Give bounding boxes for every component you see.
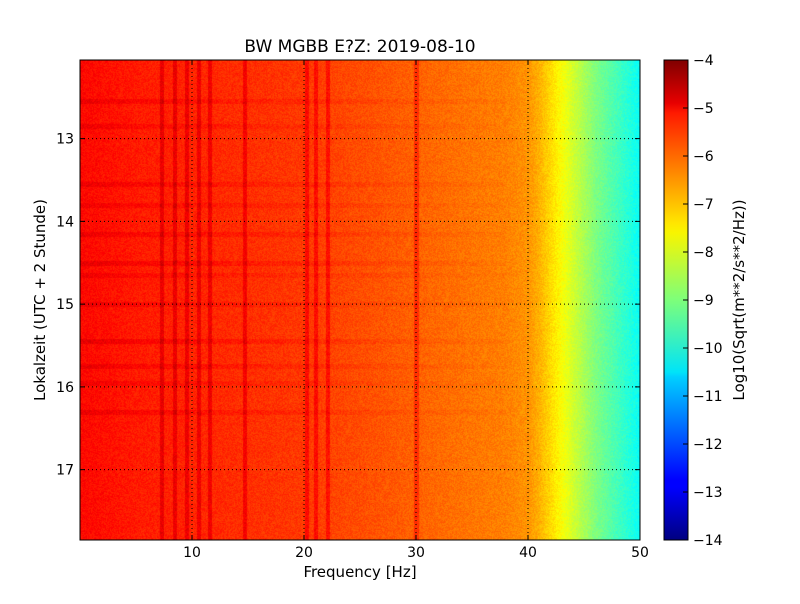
y-tick-label: 16 [56,380,74,396]
grid-lines [80,60,640,540]
chart-title: BW MGBB E?Z: 2019-08-10 [244,37,475,57]
colorbar-tick-label: −14 [693,533,723,549]
heatmap-image [80,60,640,540]
colorbar: −4 −5 −6 −7 −8 −9 −10 −11 −12 −13 −14 Log10(Sqrt(m… [663,53,748,549]
y-tick-label: 15 [56,297,74,313]
colorbar-tick-label: −8 [693,245,714,261]
x-axis-label: Frequency [Hz] [303,563,416,581]
plot-frame [79,59,641,541]
colorbar-tick-label: −5 [693,101,714,117]
x-tick-label: 20 [295,545,313,561]
colorbar-tick-label: −4 [693,53,714,69]
x-tick-label: 30 [407,545,425,561]
colorbar-ticks: −4 −5 −6 −7 −8 −9 −10 −11 −12 −13 −14 [683,53,723,549]
x-tick-label: 40 [519,545,537,561]
colorbar-tick-label: −12 [693,437,723,453]
y-tick-label: 14 [56,214,74,230]
y-axis-label: Lokalzeit (UTC + 2 Stunde) [31,199,49,401]
colorbar-tick-label: −6 [693,149,714,165]
colorbar-tick-label: −10 [693,341,723,357]
x-axis-ticks: 10 20 30 40 50 [183,60,649,561]
colorbar-tick-label: −13 [693,485,723,501]
x-tick-label: 10 [183,545,201,561]
colorbar-tick-label: −7 [693,197,714,213]
colorbar-label: Log10(Sqrt(m**2/s**2/Hz)) [730,199,748,400]
y-axis-ticks: 13 14 15 16 17 [56,132,640,479]
y-tick-label: 13 [56,132,74,148]
plot-area [80,60,640,540]
colorbar-tick-label: −11 [693,389,723,405]
x-tick-label: 50 [631,545,649,561]
colorbar-tick-label: −9 [693,293,714,309]
y-tick-label: 17 [56,463,74,479]
